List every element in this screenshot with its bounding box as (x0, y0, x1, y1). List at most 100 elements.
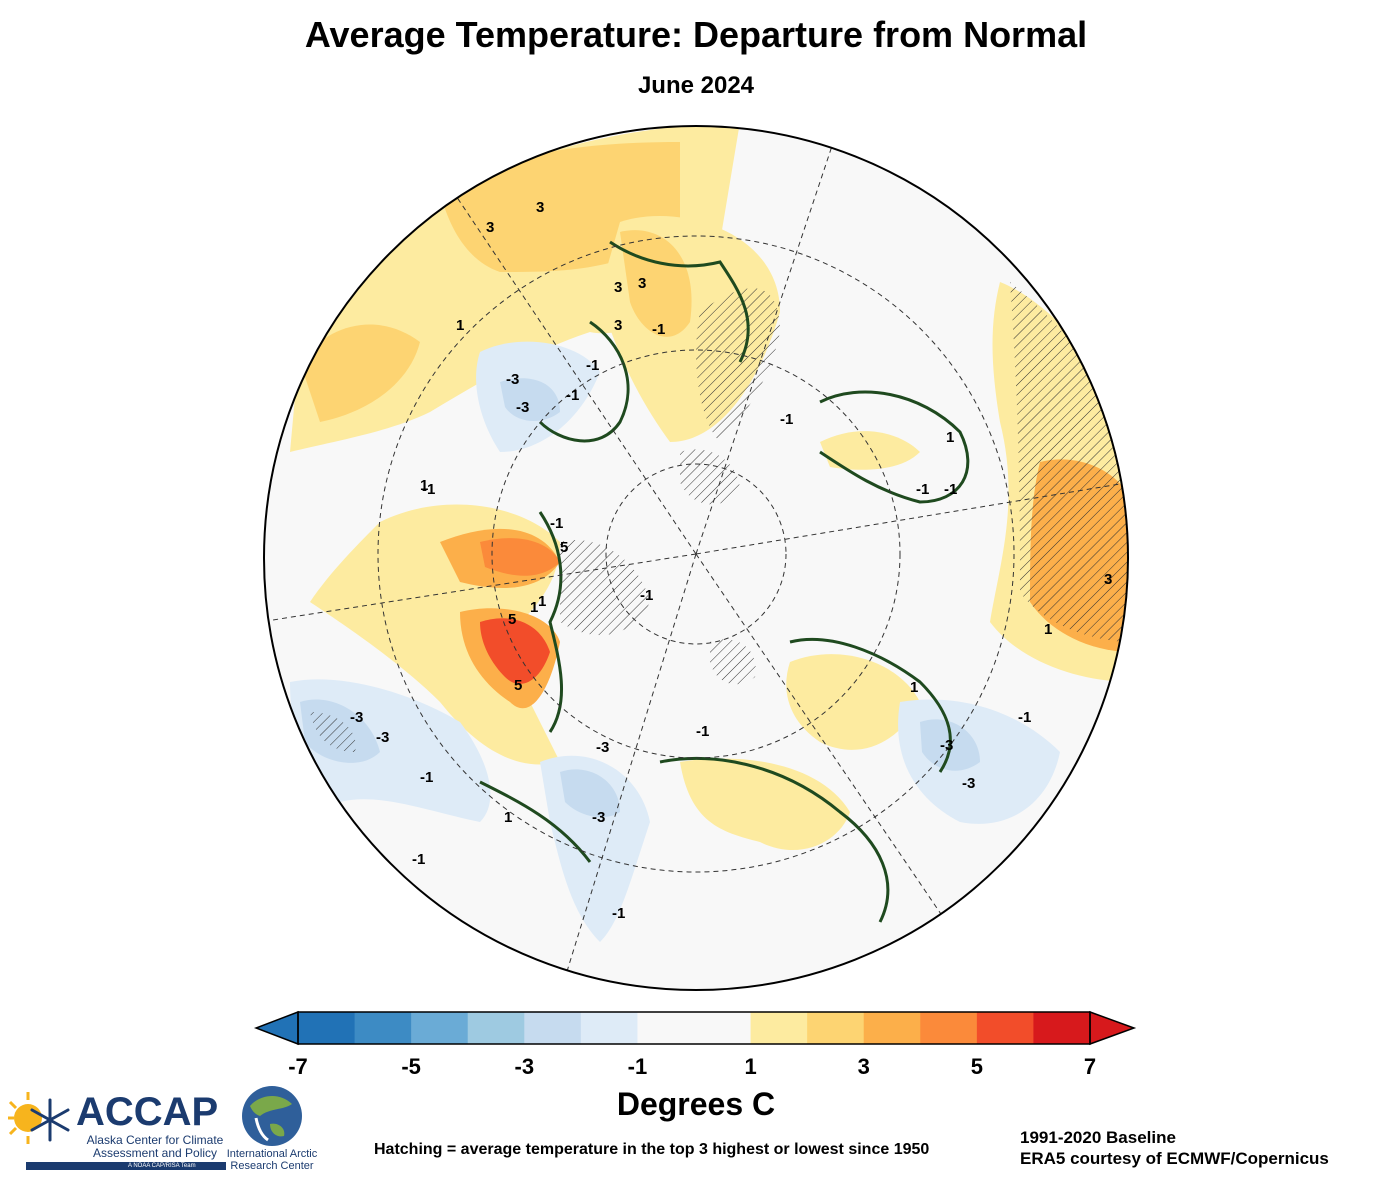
accap-line2: Assessment and Policy (92, 1146, 218, 1160)
colorbar (253, 1010, 1137, 1046)
contour-label: 1 (530, 599, 538, 616)
contour-label: 3 (638, 275, 646, 292)
contour-label: 3 (614, 279, 622, 296)
colorbar-tick-label: -5 (401, 1054, 421, 1079)
hatch-north-america (310, 712, 356, 752)
colorbar-tick-label: 1 (744, 1054, 757, 1079)
warm-region-siberia-west (300, 324, 420, 422)
colorbar-over-arrow (1089, 1010, 1137, 1046)
hatch-scandinavia (696, 288, 780, 442)
warm-region-alaska (680, 758, 850, 851)
accap-name: ACCAP (76, 1090, 219, 1134)
hatch-arctic-south (710, 639, 756, 685)
contour-label: -3 (940, 737, 953, 754)
globe-icon (242, 1086, 302, 1146)
data-source: ERA5 courtesy of ECMWF/Copernicus (1020, 1149, 1329, 1168)
colorbar-segment (920, 1012, 978, 1044)
contour-label: -1 (550, 515, 563, 532)
hatch-europe (1010, 282, 1128, 642)
contour-label: -3 (516, 399, 529, 416)
contour-label: -3 (592, 809, 605, 826)
contour-label: -3 (350, 709, 363, 726)
contour-label: -1 (612, 905, 625, 922)
warm-region-canada-hot (480, 538, 560, 576)
graticule (264, 126, 1128, 990)
contour-label: -1 (916, 481, 929, 498)
contour-label: -3 (506, 371, 519, 388)
contour-label: 1 (910, 679, 918, 696)
snowflake-sun-icon (8, 1092, 70, 1144)
contour-label: -1 (420, 769, 433, 786)
iarc-line1: International Arctic (226, 1148, 318, 1160)
contour-label: -1 (1018, 709, 1031, 726)
colorbar-segment (694, 1012, 752, 1044)
colorbar-segment (524, 1012, 582, 1044)
contour-label: 1 (946, 429, 954, 446)
colorbar-segment (863, 1012, 921, 1044)
accap-line1: Alaska Center for Climate (86, 1133, 224, 1147)
chart-title: Average Temperature: Departure from Norm… (304, 14, 1088, 55)
colorbar-segment (637, 1012, 695, 1044)
colorbar-frame (297, 1011, 1091, 1045)
colorbar-segment (354, 1012, 412, 1044)
accap-logo: ACCAP Alaska Center for Climate Assessme… (8, 1084, 228, 1174)
contour-label: 1 (456, 317, 464, 334)
contour-label: 3 (1104, 571, 1112, 588)
accap-description: Alaska Center for Climate Assessment and… (82, 1134, 228, 1160)
colorbar-segment (298, 1012, 356, 1044)
contour-label: 5 (508, 611, 516, 628)
anomaly-fields (290, 126, 1128, 942)
colorbar-under-arrow (253, 1010, 299, 1046)
iarc-name: International Arctic Research Center (222, 1148, 322, 1172)
contour-label: 1 (1044, 621, 1052, 638)
contour-label: 5 (560, 539, 568, 556)
iarc-line2: Research Center (230, 1160, 314, 1172)
contour-label: -1 (944, 481, 957, 498)
warm-region-greenland (820, 431, 920, 470)
warm-region-yukon (786, 654, 920, 750)
contour-label: -1 (586, 357, 599, 374)
hatching-note: Hatching = average temperature in the to… (374, 1141, 930, 1158)
contour-label: -1 (652, 321, 665, 338)
colorbar-segment (750, 1012, 808, 1044)
contour-label: 5 (514, 677, 522, 694)
colorbar-segment (411, 1012, 469, 1044)
colorbar-segment (1033, 1012, 1091, 1044)
hatch-arctic (560, 540, 650, 636)
baseline-info: 1991-2020 Baseline ERA5 courtesy of ECMW… (1020, 1127, 1329, 1169)
cold-region-labrador (560, 769, 620, 818)
contour-label: 1 (504, 809, 512, 826)
warm-region-hudson-hot (480, 618, 550, 684)
colorbar-segment (580, 1012, 638, 1044)
contour-label: -3 (962, 775, 975, 792)
colorbar-segment (467, 1012, 525, 1044)
map-frame (263, 125, 1129, 991)
colorbar-segment (976, 1012, 1034, 1044)
contour-label: -1 (780, 411, 793, 428)
colorbar-tick-label: 7 (1083, 1054, 1097, 1079)
accap-tagline: A NOAA CAP/RISA Team (128, 1163, 196, 1169)
contour-label: -1 (640, 587, 653, 604)
coastlines (479, 240, 970, 923)
chart-subtitle: June 2024 (637, 72, 755, 99)
contour-label: 3 (536, 199, 544, 216)
contour-label: -1 (566, 387, 579, 404)
colorbar-tick-label: -7 (288, 1054, 308, 1079)
colorbar-tick-label: 5 (970, 1054, 983, 1079)
contour-label: -3 (596, 739, 609, 756)
colorbar-segment (807, 1012, 865, 1044)
accap-bar (26, 1162, 226, 1170)
colorbar-tick-label: -1 (627, 1054, 648, 1079)
colorbar-tick-label: 3 (857, 1054, 870, 1079)
contour-label: -3 (376, 729, 389, 746)
hatch-arctic-north (680, 449, 740, 505)
colorbar-tick-label: -3 (514, 1054, 535, 1079)
baseline-period: 1991-2020 Baseline (1020, 1128, 1176, 1147)
contour-label: 1 (420, 477, 428, 494)
contour-label: -1 (422, 481, 435, 498)
colorbar-units: Degrees C (616, 1086, 776, 1122)
cold-region-taymyr-core (500, 378, 560, 422)
contour-label: -1 (696, 723, 709, 740)
contour-label: 1 (538, 593, 546, 610)
